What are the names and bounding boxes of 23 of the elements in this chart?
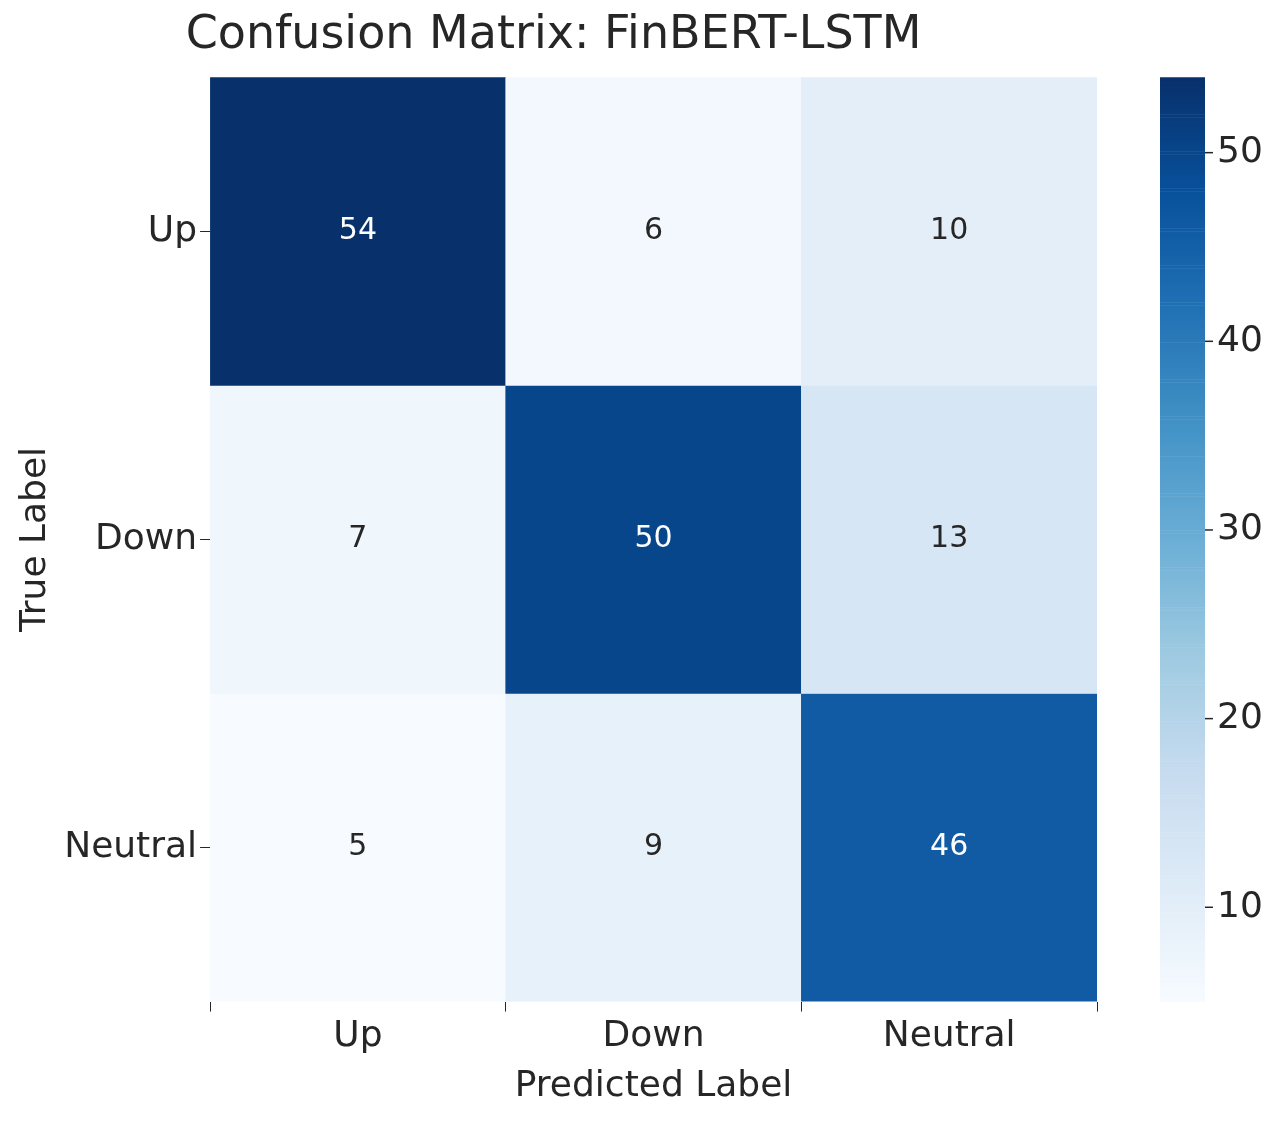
y-tick-label: Neutral xyxy=(64,823,198,865)
color-bar-label: 50 xyxy=(1217,129,1263,171)
color-bar-label: 20 xyxy=(1217,694,1263,736)
data-label: 7 xyxy=(348,519,368,555)
color-bar-label: 30 xyxy=(1217,506,1263,548)
data-label: 13 xyxy=(930,519,969,555)
chart-title: Confusion Matrix: FinBERT-LSTM xyxy=(185,4,922,59)
data-label: 10 xyxy=(930,211,969,247)
y-axis-title: True Label xyxy=(11,446,53,633)
y-tick-label: Down xyxy=(95,515,198,557)
color-bar-label: 40 xyxy=(1217,317,1263,359)
data-label: 6 xyxy=(643,211,664,247)
x-tick-label: Up xyxy=(333,1012,383,1054)
y-tick-label: Up xyxy=(147,207,198,249)
x-tick-label: Neutral xyxy=(882,1012,1016,1054)
x-tick-label: Down xyxy=(602,1012,705,1054)
color-bar-label: 10 xyxy=(1217,883,1263,925)
data-label: 9 xyxy=(643,827,664,863)
data-label: 50 xyxy=(634,519,673,555)
data-label: 54 xyxy=(338,211,377,247)
data-label: 5 xyxy=(348,827,368,863)
x-axis-title: Predicted Label xyxy=(514,1062,793,1104)
data-label: 46 xyxy=(930,827,969,863)
